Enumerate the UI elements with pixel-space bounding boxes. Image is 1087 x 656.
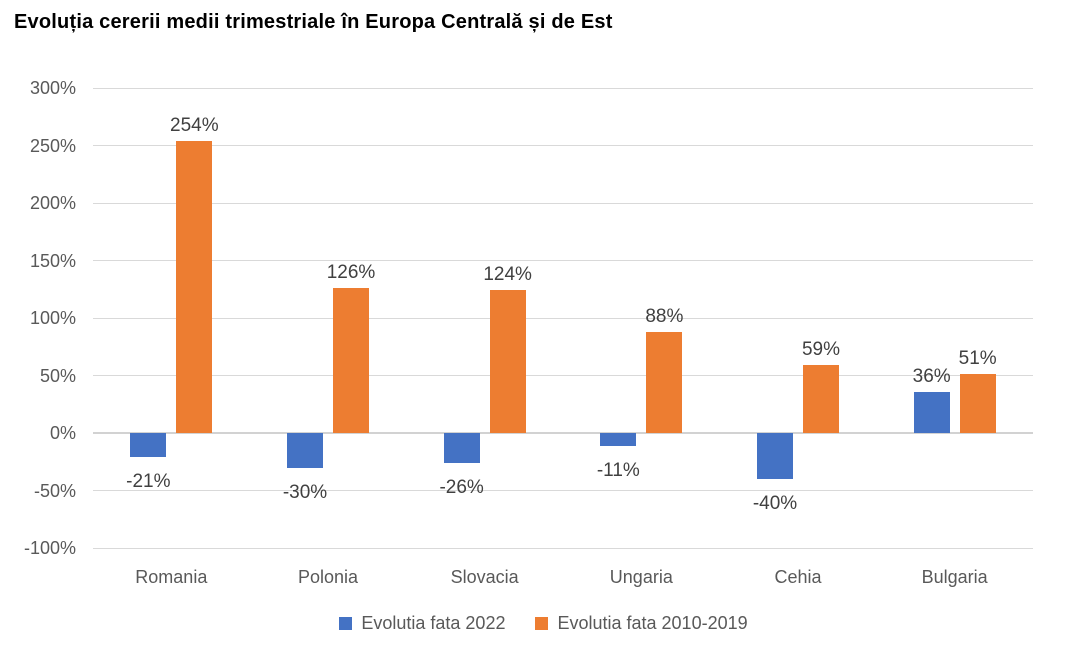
gridline <box>93 87 1033 89</box>
y-tick-label-100: -100% <box>23 538 76 558</box>
y-tick-label-50: -50% <box>33 480 76 501</box>
data-label-cehia-evolutia-fata-2022: -40% <box>752 493 798 514</box>
legend-label: Evolutia fata 2022 <box>361 613 506 633</box>
x-tick-ungaria: Ungaria <box>609 567 673 587</box>
bar-slovacia-evolutia-fata-2022 <box>443 433 480 463</box>
data-label-polonia-evolutia-fata-2022: -30% <box>282 481 328 503</box>
chart-title: Evoluția cererii medii trimestriale în E… <box>14 11 613 33</box>
y-tick-label-0: 0% <box>49 423 76 443</box>
gridline <box>93 547 1033 549</box>
data-label-polonia-evolutia-fata-2010-2019: 126% <box>326 262 376 284</box>
y-tick-label-300: 300% <box>29 78 76 98</box>
bar-cehia-evolutia-fata-2010-2019 <box>803 365 839 433</box>
x-tick-romania: Romania <box>135 567 208 587</box>
bar-romania-evolutia-fata-2010-2019 <box>176 140 213 433</box>
data-label-bulgaria-evolutia-fata-2010-2019: 51% <box>958 348 997 370</box>
bar-polonia-evolutia-fata-2010-2019 <box>333 288 369 433</box>
bar-slovacia-evolutia-fata-2010-2019 <box>489 290 526 433</box>
data-label-ungaria-evolutia-fata-2010-2019: 88% <box>645 305 684 327</box>
x-tick-bulgaria: Bulgaria <box>921 567 988 587</box>
data-label-slovacia-evolutia-fata-2010-2019: 124% <box>483 264 532 286</box>
bar-romania-evolutia-fata-2022 <box>130 433 167 458</box>
y-tick-label-150: 150% <box>29 250 76 271</box>
y-tick-label-50: 50% <box>39 365 76 386</box>
bar-bulgaria-evolutia-fata-2010-2019 <box>959 374 996 433</box>
gridline <box>93 317 1033 319</box>
x-tick-cehia: Cehia <box>774 567 822 587</box>
gridline <box>93 375 1033 376</box>
legend-item-evolutia-fata-2022: Evolutia fata 2022 <box>339 613 505 634</box>
gridline <box>93 260 1033 261</box>
data-label-slovacia-evolutia-fata-2022: -26% <box>439 476 484 498</box>
legend-item-evolutia-fata-2010-2019: Evolutia fata 2010-2019 <box>535 613 748 634</box>
data-label-cehia-evolutia-fata-2010-2019: 59% <box>801 339 841 361</box>
bar-polonia-evolutia-fata-2022 <box>287 433 323 468</box>
y-tick-label-200: 200% <box>29 193 76 213</box>
bar-bulgaria-evolutia-fata-2022 <box>913 391 950 433</box>
gridline <box>93 490 1033 491</box>
legend-swatch-icon <box>339 617 353 630</box>
data-label-ungaria-evolutia-fata-2022: -11% <box>596 459 640 481</box>
data-label-bulgaria-evolutia-fata-2022: 36% <box>912 365 951 387</box>
x-tick-polonia: Polonia <box>297 567 359 587</box>
bar-cehia-evolutia-fata-2022 <box>757 433 793 479</box>
data-label-romania-evolutia-fata-2010-2019: 254% <box>170 114 219 136</box>
bar-ungaria-evolutia-fata-2022 <box>600 433 637 446</box>
legend-label: Evolutia fata 2010-2019 <box>557 613 748 633</box>
y-tick-label-100: 100% <box>29 308 76 328</box>
data-label-romania-evolutia-fata-2022: -21% <box>126 471 171 493</box>
x-axis-line <box>93 432 1033 434</box>
gridline <box>93 145 1033 146</box>
y-tick-label-250: 250% <box>29 135 76 156</box>
gridline <box>93 202 1033 204</box>
chart-legend: Evolutia fata 2022 Evolutia fata 2010-201… <box>0 613 1087 634</box>
legend-swatch-icon <box>535 617 549 630</box>
bar-ungaria-evolutia-fata-2010-2019 <box>646 331 683 433</box>
x-tick-slovacia: Slovacia <box>450 567 519 587</box>
plot-area: -21% 254% -30% 126% -26% 124% -11% 88% -40% 59% 36… <box>93 87 1033 549</box>
